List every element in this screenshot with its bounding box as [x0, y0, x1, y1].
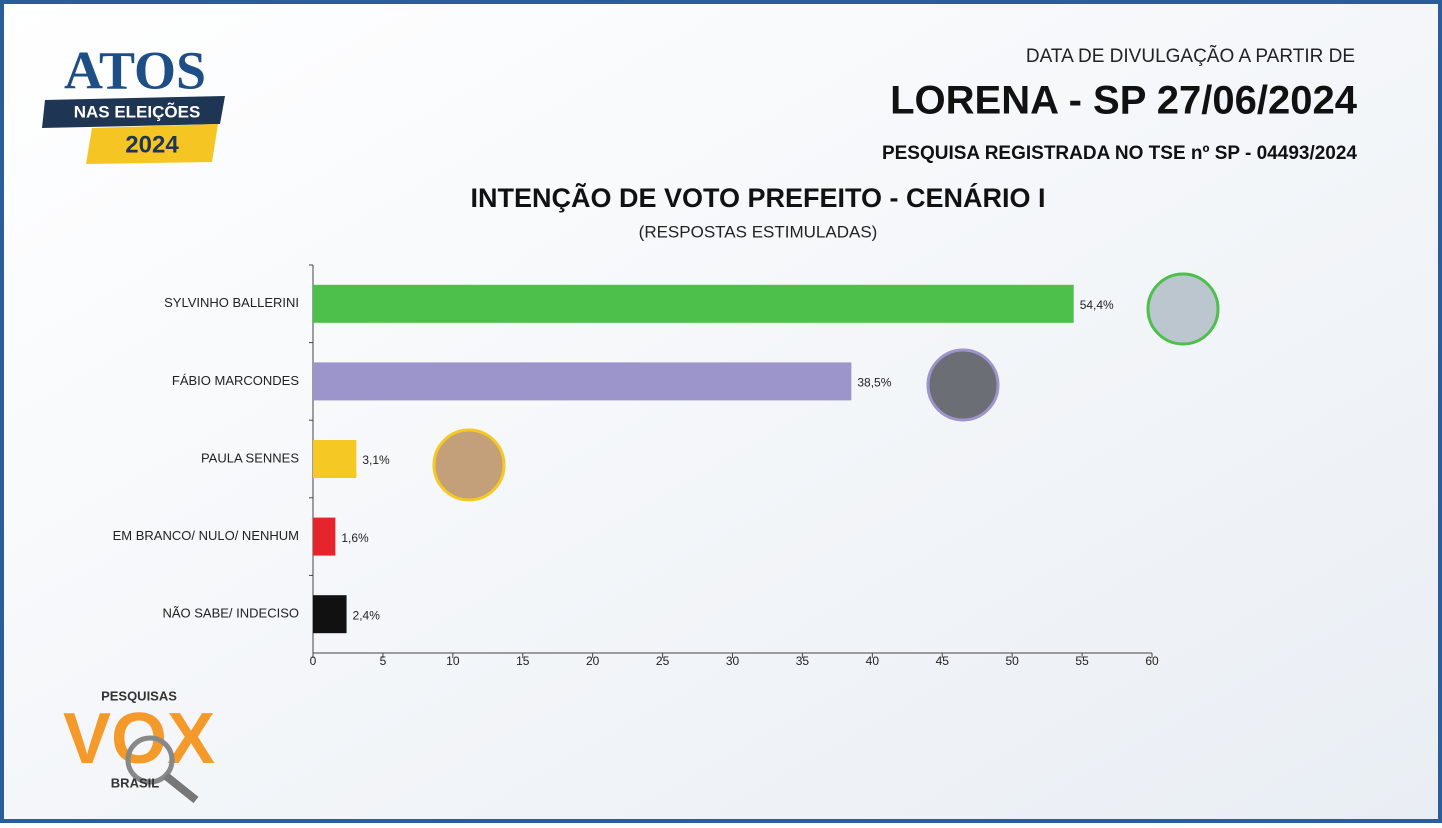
page: ATOS NAS ELEIÇÕES 2024 DATA DE DIVULGAÇÃ… — [0, 0, 1442, 823]
y-tick-label: FÁBIO MARCONDES — [172, 373, 299, 388]
y-tick-label: PAULA SENNES — [201, 450, 299, 465]
value-label: 3,1% — [362, 453, 390, 467]
x-tick-label: 50 — [1005, 654, 1019, 668]
photo — [928, 350, 998, 420]
logo-text: BRASIL — [111, 775, 159, 790]
y-tick-label: NÃO SABE/ INDECISO — [162, 606, 299, 621]
logo-text: ATOS — [64, 40, 206, 100]
x-tick-label: 15 — [516, 654, 530, 668]
bar — [313, 595, 347, 633]
x-tick-label: 60 — [1145, 654, 1159, 668]
bar — [313, 285, 1074, 323]
x-tick-label: 40 — [866, 654, 880, 668]
photo — [434, 430, 504, 500]
bar — [313, 518, 335, 556]
logo-text: NAS ELEIÇÕES — [74, 101, 201, 121]
place-date: LORENA - SP 27/06/2024 — [890, 79, 1358, 123]
y-tick-label: SYLVINHO BALLERINI — [164, 295, 299, 310]
release-label: DATA DE DIVULGAÇÃO A PARTIR DE — [1026, 45, 1355, 67]
x-tick-label: 5 — [380, 654, 387, 668]
chart-subtitle: (RESPOSTAS ESTIMULADAS) — [639, 222, 878, 241]
photo — [1148, 274, 1218, 344]
y-tick-label: EM BRANCO/ NULO/ NENHUM — [113, 528, 299, 543]
bar — [313, 440, 356, 478]
x-tick-label: 45 — [936, 654, 950, 668]
logo-text: 2024 — [125, 131, 179, 158]
x-tick-label: 10 — [446, 654, 460, 668]
x-tick-label: 55 — [1075, 654, 1089, 668]
bar — [313, 362, 851, 400]
x-tick-label: 0 — [310, 654, 317, 668]
x-tick-label: 35 — [796, 654, 810, 668]
value-label: 1,6% — [341, 531, 369, 545]
value-label: 38,5% — [857, 376, 891, 390]
value-label: 2,4% — [353, 608, 381, 622]
x-tick-label: 20 — [586, 654, 600, 668]
x-tick-label: 25 — [656, 654, 670, 668]
registration: PESQUISA REGISTRADA NO TSE nº SP - 04493… — [882, 143, 1357, 164]
x-tick-label: 30 — [726, 654, 740, 668]
chart-title: INTENÇÃO DE VOTO PREFEITO - CENÁRIO I — [470, 182, 1045, 213]
value-label: 54,4% — [1080, 298, 1114, 312]
